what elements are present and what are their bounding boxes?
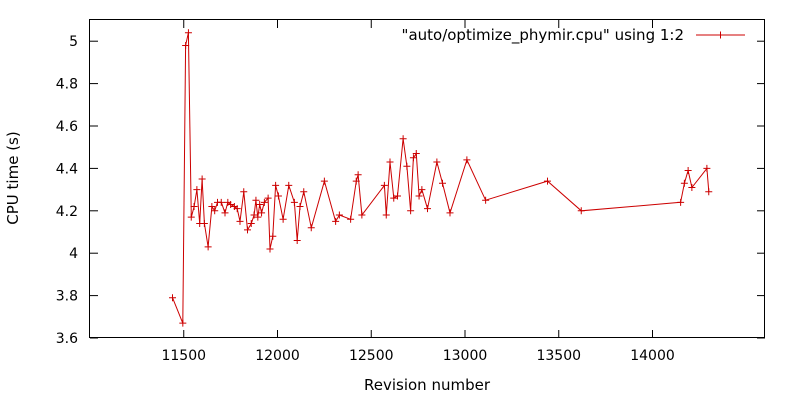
- data-point: [200, 220, 208, 228]
- data-point: [187, 213, 195, 221]
- data-point: [279, 215, 287, 223]
- data-point: [179, 319, 187, 327]
- data-point: [256, 200, 264, 208]
- series-line: [172, 32, 710, 324]
- data-point: [415, 192, 423, 200]
- data-point: [390, 194, 398, 202]
- data-point: [412, 150, 420, 158]
- data-point: [335, 211, 343, 219]
- data-point: [272, 181, 280, 189]
- y-tick-label: 3.6: [56, 331, 78, 347]
- data-point: [182, 41, 190, 49]
- x-tick-label: 11500: [161, 348, 206, 364]
- legend: "auto/optimize_phymir.cpu" using 1:2: [402, 26, 745, 45]
- y-tick-label: 3.8: [56, 289, 78, 305]
- data-point: [439, 179, 446, 187]
- data-point: [252, 196, 260, 204]
- data-point: [236, 217, 244, 225]
- data-point: [227, 200, 235, 208]
- data-point: [244, 226, 251, 234]
- data-point: [296, 203, 304, 211]
- data-point: [358, 211, 366, 219]
- y-tick-label: 4.6: [56, 119, 78, 135]
- data-point: [354, 171, 362, 179]
- data-point: [211, 207, 219, 215]
- series-group: [169, 29, 713, 327]
- data-point: [399, 135, 407, 143]
- x-tick-label: 12500: [349, 348, 394, 364]
- data-point: [274, 192, 282, 200]
- data-point: [380, 181, 388, 189]
- data-point: [703, 164, 711, 172]
- data-point: [386, 158, 394, 166]
- x-tick-label: 14000: [630, 348, 675, 364]
- data-point: [247, 220, 255, 228]
- y-tick-label: 5: [69, 34, 78, 50]
- data-point: [577, 207, 585, 215]
- data-point: [407, 207, 415, 215]
- data-point: [169, 294, 176, 302]
- y-tick-label: 4: [69, 246, 78, 262]
- data-point: [677, 198, 685, 206]
- data-point: [184, 29, 192, 37]
- data-point: [403, 162, 411, 170]
- data-point: [217, 198, 225, 206]
- data-point: [463, 156, 471, 164]
- y-tick-label: 4.8: [56, 77, 78, 93]
- x-tick-label: 13500: [536, 348, 581, 364]
- data-point: [208, 203, 216, 211]
- legend-marker-sample: [717, 31, 724, 39]
- y-axis-label: CPU time (s): [4, 131, 22, 224]
- data-point: [250, 211, 258, 219]
- data-point: [293, 236, 301, 244]
- data-point: [300, 188, 308, 196]
- data-point: [688, 183, 696, 191]
- data-point: [307, 224, 315, 232]
- data-point: [424, 205, 431, 213]
- plot-frame: [89, 19, 765, 338]
- data-point: [233, 205, 241, 213]
- data-point: [193, 186, 201, 194]
- data-point: [684, 167, 692, 175]
- data-point: [320, 177, 328, 185]
- data-point: [418, 186, 426, 194]
- data-point: [680, 179, 688, 187]
- y-tick-label: 4.2: [56, 204, 78, 220]
- data-point: [269, 232, 277, 240]
- data-point: [190, 203, 198, 211]
- x-axis-label: Revision number: [364, 376, 491, 394]
- x-axis: 11500 12000 12500 13000 13500 14000: [161, 20, 675, 364]
- data-point: [221, 209, 229, 217]
- data-point: [544, 177, 551, 185]
- data-point: [352, 177, 360, 185]
- data-point: [394, 192, 401, 200]
- legend-label: "auto/optimize_phymir.cpu" using 1:2: [402, 26, 684, 45]
- data-point: [433, 158, 441, 166]
- data-point: [482, 196, 490, 204]
- data-point: [285, 181, 293, 189]
- x-tick-label: 13000: [443, 348, 488, 364]
- data-point: [254, 213, 262, 221]
- data-point: [260, 198, 268, 206]
- data-point: [446, 209, 454, 217]
- y-axis: 3.6 3.8 4 4.2 4.4 4.6 4.8 5: [56, 34, 765, 347]
- data-point: [332, 217, 340, 225]
- data-point: [409, 154, 417, 162]
- data-point: [290, 198, 298, 206]
- data-point: [264, 194, 272, 202]
- data-point: [240, 188, 248, 196]
- y-tick-label: 4.4: [56, 161, 78, 177]
- data-point: [258, 209, 266, 217]
- data-point: [382, 211, 390, 219]
- data-point: [204, 243, 212, 251]
- data-point: [198, 175, 206, 183]
- data-point: [705, 188, 713, 196]
- x-tick-label: 12000: [255, 348, 300, 364]
- data-point: [347, 215, 355, 223]
- data-point: [266, 245, 274, 253]
